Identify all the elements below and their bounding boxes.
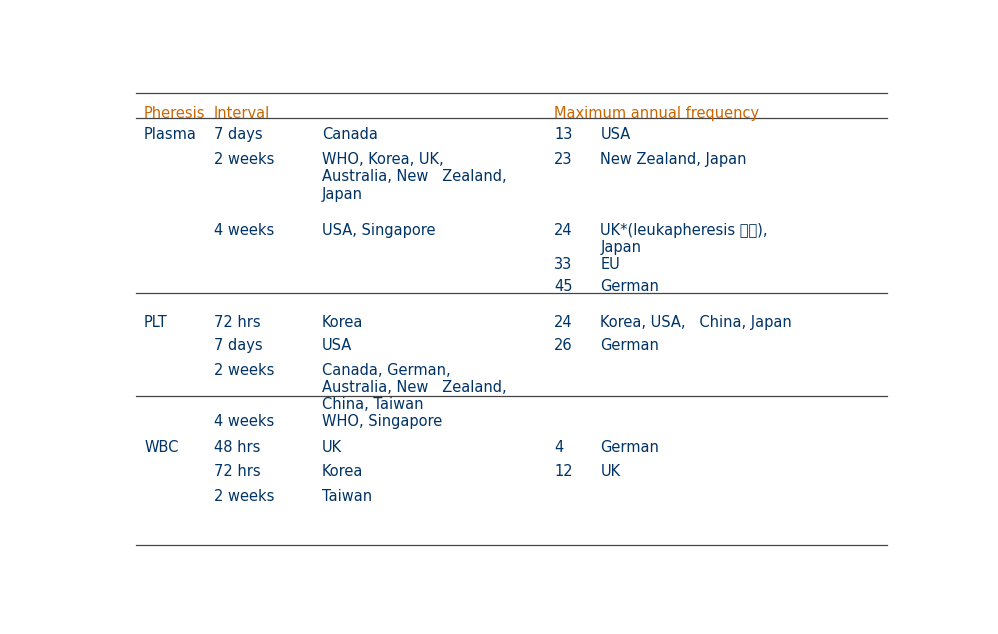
Text: Interval: Interval [214,107,269,121]
Text: 13: 13 [554,127,573,143]
Text: 48 hrs: 48 hrs [214,440,260,455]
Text: Canada: Canada [322,127,378,143]
Text: New Zealand, Japan: New Zealand, Japan [601,152,747,167]
Text: Korea: Korea [322,464,363,479]
Text: 2 weeks: 2 weeks [214,152,274,167]
Text: 26: 26 [554,338,573,353]
Text: 72 hrs: 72 hrs [214,464,260,479]
Text: 23: 23 [554,152,573,167]
Text: UK*(leukapheresis 포함),
Japan: UK*(leukapheresis 포함), Japan [601,223,767,255]
Text: Maximum annual frequency: Maximum annual frequency [554,107,759,121]
Text: German: German [601,440,660,455]
Text: German: German [601,279,660,294]
Text: PLT: PLT [144,315,168,330]
Text: 4: 4 [554,440,563,455]
Text: 2 weeks: 2 weeks [214,489,274,503]
Text: USA: USA [601,127,631,143]
Text: 24: 24 [554,315,573,330]
Text: 45: 45 [554,279,573,294]
Text: WHO, Singapore: WHO, Singapore [322,414,442,429]
Text: USA: USA [322,338,352,353]
Text: Korea: Korea [322,315,363,330]
Text: WBC: WBC [144,440,179,455]
Text: 72 hrs: 72 hrs [214,315,260,330]
Text: 7 days: 7 days [214,127,262,143]
Text: UK: UK [601,464,621,479]
Text: 2 weeks: 2 weeks [214,363,274,378]
Text: 12: 12 [554,464,573,479]
Text: Korea, USA,   China, Japan: Korea, USA, China, Japan [601,315,792,330]
Text: 7 days: 7 days [214,338,262,353]
Text: WHO, Korea, UK,
Australia, New   Zealand,
Japan: WHO, Korea, UK, Australia, New Zealand, … [322,152,507,202]
Text: German: German [601,338,660,353]
Text: Pheresis: Pheresis [144,107,206,121]
Text: EU: EU [601,257,620,272]
Text: 24: 24 [554,223,573,238]
Text: Canada, German,
Australia, New   Zealand,
China, Taiwan: Canada, German, Australia, New Zealand, … [322,363,507,413]
Text: 4 weeks: 4 weeks [214,414,273,429]
Text: Plasma: Plasma [144,127,197,143]
Text: Taiwan: Taiwan [322,489,372,503]
Text: UK: UK [322,440,342,455]
Text: 4 weeks: 4 weeks [214,223,273,238]
Text: 33: 33 [554,257,572,272]
Text: USA, Singapore: USA, Singapore [322,223,435,238]
